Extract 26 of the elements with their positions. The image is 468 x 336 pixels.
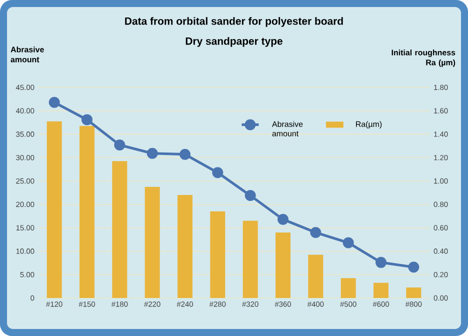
point	[342, 237, 354, 248]
point	[48, 96, 60, 108]
point	[376, 256, 386, 268]
bar	[178, 195, 192, 298]
point	[82, 114, 92, 126]
point	[310, 226, 322, 238]
bar	[144, 186, 160, 298]
bar	[46, 121, 62, 298]
bar	[276, 232, 291, 298]
bar	[112, 161, 128, 298]
point	[244, 190, 256, 201]
bar	[308, 254, 324, 298]
bar	[242, 220, 258, 298]
point	[180, 148, 190, 160]
point	[408, 262, 420, 273]
point	[146, 148, 158, 159]
chart-subtitle: Dry sandpaper type	[186, 37, 282, 47]
point	[114, 139, 126, 150]
point	[278, 214, 288, 225]
chart-title: Data from orbital sander for polyester board	[125, 17, 343, 27]
bar	[80, 126, 94, 298]
bar	[210, 211, 226, 298]
bar	[340, 278, 356, 298]
bar	[406, 287, 422, 298]
point	[212, 167, 224, 178]
bar	[374, 282, 389, 298]
